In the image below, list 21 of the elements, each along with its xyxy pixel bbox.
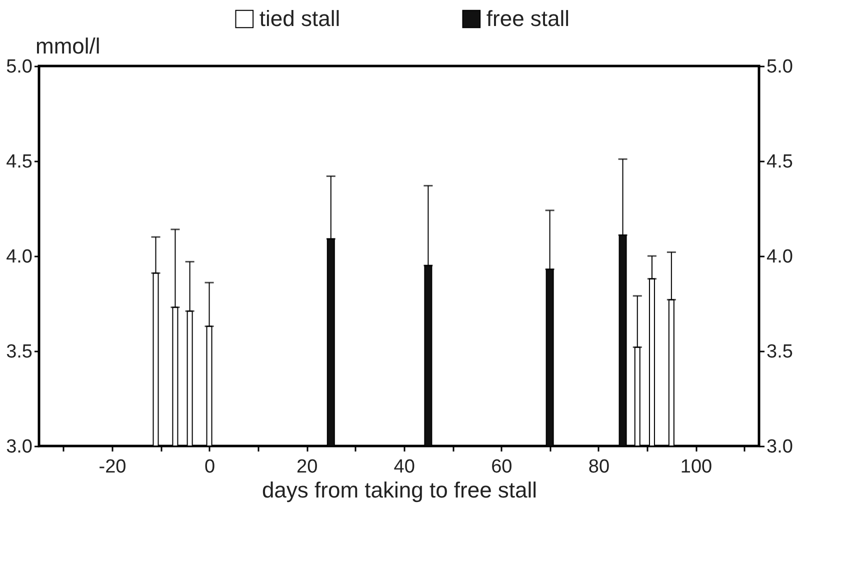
x-tick-label: 0 <box>204 456 216 478</box>
x-tick-label: 100 <box>680 456 712 478</box>
x-tick-label: 60 <box>491 456 512 478</box>
legend-label: free stall <box>486 6 570 31</box>
y2-tick-label: 4.0 <box>766 246 793 268</box>
x-tick-label: 80 <box>588 456 610 478</box>
y-tick-label: 3.0 <box>6 436 32 458</box>
y2-tick-label: 3.5 <box>766 342 793 362</box>
y2-tick-label: 5.0 <box>766 56 793 78</box>
x-tick-label: 20 <box>296 456 318 478</box>
y-tick-label: 4.0 <box>6 246 32 268</box>
y2-tick-label: 4.5 <box>766 152 793 172</box>
x-tick-label: -20 <box>98 456 126 478</box>
y-tick-label: 4.5 <box>6 152 32 172</box>
y-tick-label: 5.0 <box>6 56 32 78</box>
y-axis-title: mmol/l <box>36 34 100 58</box>
y-tick-label: 3.5 <box>6 342 32 362</box>
x-tick-label: 40 <box>394 456 415 478</box>
y2-tick-label: 3.0 <box>766 436 793 458</box>
x-axis-title: days from taking to free stall <box>262 478 538 502</box>
legend-label: tied stall <box>259 6 340 31</box>
